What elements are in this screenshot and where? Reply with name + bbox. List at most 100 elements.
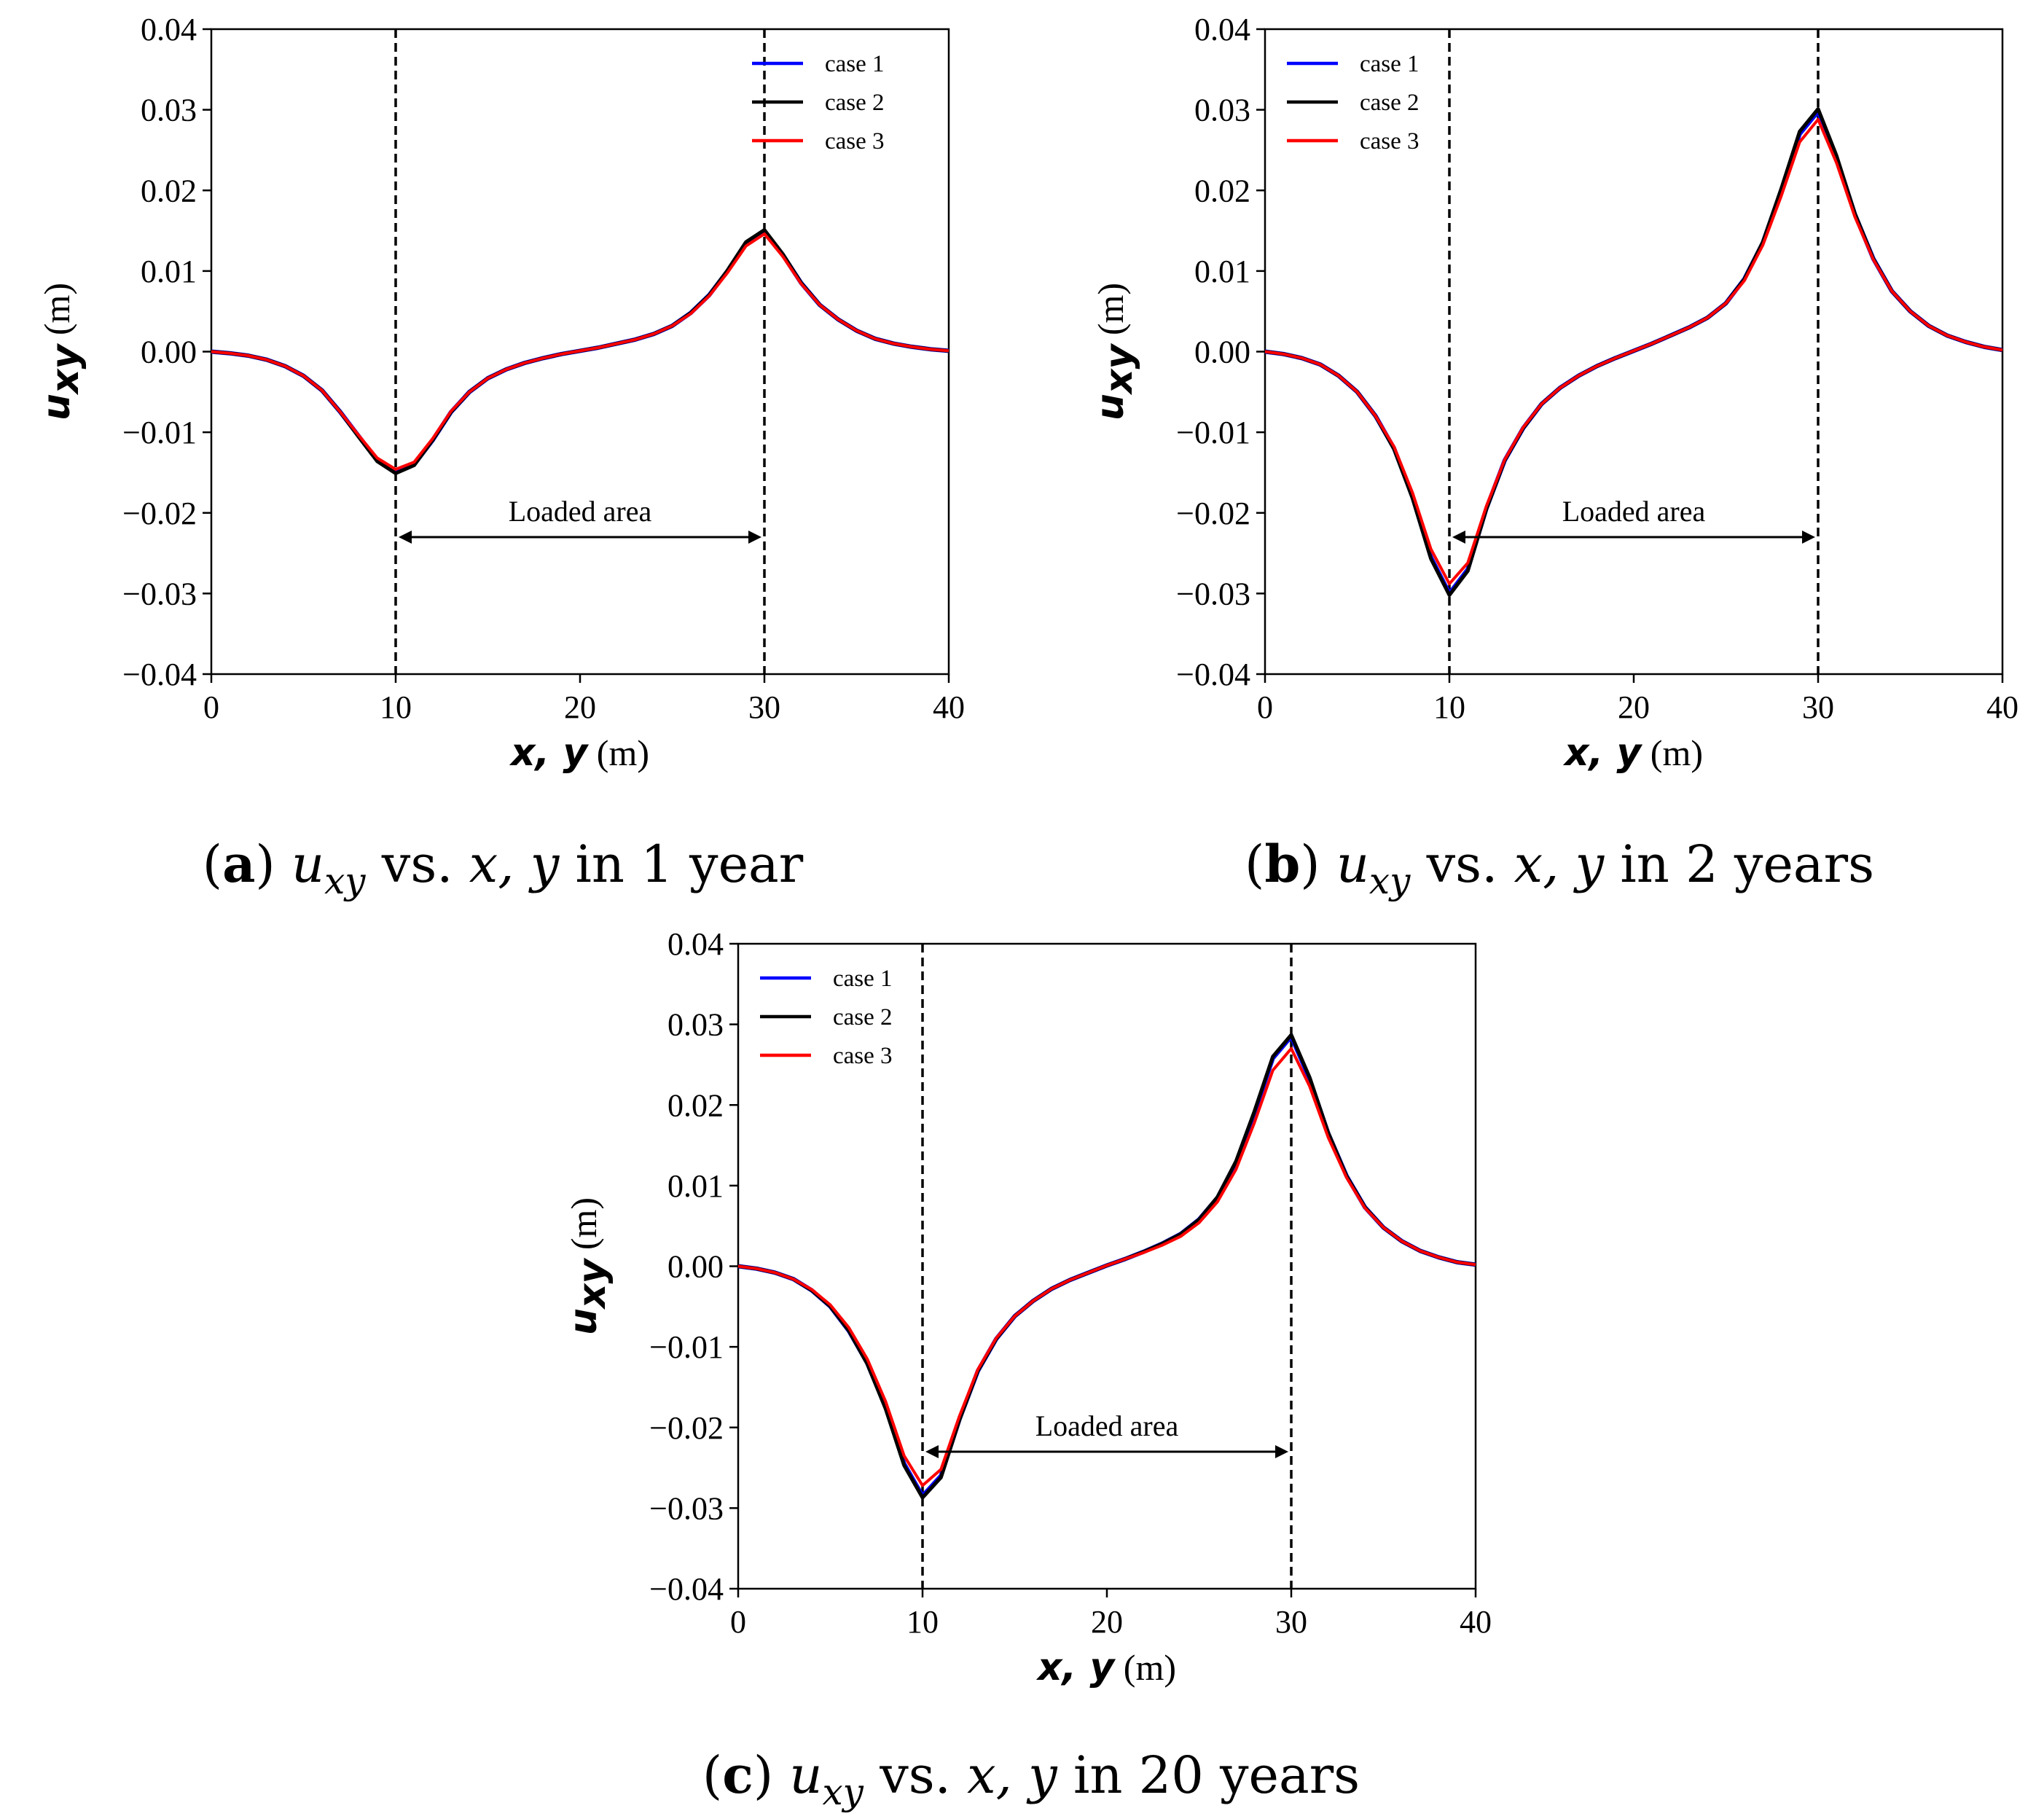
loaded-area-arrowhead-left xyxy=(399,530,412,544)
caption-subscript: xy xyxy=(324,860,366,902)
caption-close-paren: ) xyxy=(753,1745,790,1805)
x-tick-label: 40 xyxy=(1460,1604,1492,1640)
x-axis-label-variable: x, y xyxy=(1562,731,1642,775)
legend-label-case-1: case 1 xyxy=(833,966,893,992)
series-line-case-3 xyxy=(211,232,949,471)
x-tick-label: 40 xyxy=(1986,689,2018,725)
panel-caption: (b) uxy vs. x, y in 2 years xyxy=(1245,834,1874,902)
y-tick-label: 0.04 xyxy=(141,12,197,47)
caption-open-paren: ( xyxy=(203,834,222,894)
caption-variables: x, y xyxy=(1514,834,1605,894)
caption-variables: x, y xyxy=(469,834,560,894)
y-tick-label: 0.02 xyxy=(1194,173,1250,208)
y-axis-label-unit: (m) xyxy=(36,283,77,345)
panel-b: 0 10 20 30 40 0.04 0.03 0.02 0.01 0.00 −0.01 −0.02 −… xyxy=(1089,12,2018,902)
legend-label-case-2: case 2 xyxy=(825,90,885,116)
y-tick-label: −0.01 xyxy=(1176,415,1250,450)
caption-letter: a xyxy=(222,834,255,894)
caption-variable: u xyxy=(789,1745,822,1805)
y-tick-label: 0.00 xyxy=(1194,335,1250,370)
y-tick-label: −0.04 xyxy=(122,657,197,692)
x-tick-label: 0 xyxy=(203,689,219,725)
y-axis-label-variable: u xyxy=(1089,394,1132,420)
caption-variable: u xyxy=(291,834,324,894)
caption-variable: u xyxy=(1336,834,1369,894)
caption-close-paren: ) xyxy=(255,834,291,894)
y-axis-label: uxy (m) xyxy=(562,1197,614,1335)
y-tick-label: −0.04 xyxy=(649,1571,724,1607)
caption-close-paren: ) xyxy=(1300,834,1336,894)
panel-c: 0 10 20 30 40 0.04 0.03 0.02 0.01 0.00 −0.01 −0.02 −… xyxy=(562,926,1492,1813)
legend-label-case-3: case 3 xyxy=(833,1043,893,1069)
panel-caption: (a) uxy vs. x, y in 1 year xyxy=(203,834,804,902)
caption-open-paren: ( xyxy=(1245,834,1264,894)
x-tick-label: 30 xyxy=(1275,1604,1307,1640)
x-axis-label-unit: (m) xyxy=(1641,732,1703,773)
legend-label-case-1: case 1 xyxy=(825,51,885,77)
x-tick-label: 10 xyxy=(907,1604,939,1640)
loaded-area-arrowhead-right xyxy=(1802,530,1815,544)
y-axis-label-unit: (m) xyxy=(563,1197,604,1259)
x-tick-label: 20 xyxy=(1091,1604,1123,1640)
y-tick-label: −0.03 xyxy=(649,1490,724,1526)
legend-label-case-1: case 1 xyxy=(1360,51,1420,77)
x-tick-label: 40 xyxy=(933,689,965,725)
y-tick-label: 0.04 xyxy=(667,926,724,962)
y-tick-label: −0.02 xyxy=(649,1410,724,1446)
caption-subscript: xy xyxy=(1369,860,1411,902)
y-axis-label-variable: u xyxy=(562,1308,606,1335)
y-tick-label: 0.03 xyxy=(141,93,197,128)
x-tick-label: 10 xyxy=(1433,689,1465,725)
y-tick-label: 0.01 xyxy=(141,254,197,289)
caption-tail: in 20 years xyxy=(1057,1745,1360,1805)
y-tick-label: 0.03 xyxy=(1194,93,1250,128)
legend-label-case-3: case 3 xyxy=(825,128,885,154)
y-tick-label: −0.02 xyxy=(1176,496,1250,531)
x-axis-label-unit: (m) xyxy=(587,732,649,773)
x-axis-label-unit: (m) xyxy=(1114,1647,1176,1688)
y-tick-label: 0.03 xyxy=(667,1007,724,1043)
panel-a: 0 10 20 30 40 0.04 0.03 0.02 0.01 0.00 −0.01 −0.02 −… xyxy=(35,12,965,902)
y-axis-label-subscript: xy xyxy=(44,343,87,396)
y-tick-label: 0.02 xyxy=(667,1087,724,1123)
caption-middle: vs. xyxy=(1410,834,1514,894)
loaded-area-arrowhead-right xyxy=(1275,1444,1288,1458)
series-line-case-3 xyxy=(1264,117,2003,586)
caption-tail: in 2 years xyxy=(1604,834,1874,894)
y-tick-label: −0.01 xyxy=(122,415,197,450)
x-tick-label: 30 xyxy=(748,689,780,725)
x-axis-label-variable: x, y xyxy=(509,731,589,775)
x-axis-label: x, y (m) xyxy=(509,731,649,775)
x-axis-label: x, y (m) xyxy=(1562,731,1703,775)
caption-open-paren: ( xyxy=(702,1745,722,1805)
x-tick-label: 0 xyxy=(1257,689,1273,725)
y-axis-label-unit: (m) xyxy=(1090,283,1131,345)
caption-letter: b xyxy=(1264,834,1300,894)
y-tick-label: −0.01 xyxy=(649,1329,724,1365)
x-axis-label: x, y (m) xyxy=(1035,1646,1176,1689)
loaded-area-arrowhead-left xyxy=(925,1444,939,1458)
loaded-area-label: Loaded area xyxy=(509,495,652,528)
y-tick-label: 0.00 xyxy=(141,335,197,370)
y-tick-label: 0.04 xyxy=(1194,12,1250,47)
y-axis-label: uxy (m) xyxy=(1089,283,1141,420)
legend-label-case-2: case 2 xyxy=(1360,90,1420,116)
x-tick-label: 0 xyxy=(730,1604,746,1640)
x-tick-label: 30 xyxy=(1802,689,1834,725)
caption-letter: c xyxy=(722,1745,753,1805)
loaded-area-arrowhead-left xyxy=(1452,530,1465,544)
legend-label-case-2: case 2 xyxy=(833,1004,893,1030)
y-axis-label-subscript: xy xyxy=(1097,343,1141,396)
y-tick-label: −0.03 xyxy=(122,576,197,611)
caption-middle: vs. xyxy=(366,834,469,894)
y-axis-label-subscript: xy xyxy=(571,1258,614,1311)
y-tick-label: 0.01 xyxy=(667,1168,724,1204)
y-tick-label: −0.04 xyxy=(1176,657,1250,692)
y-tick-label: 0.00 xyxy=(667,1249,724,1285)
series-line-case-3 xyxy=(737,1047,1476,1487)
y-axis-label: uxy (m) xyxy=(35,283,87,420)
x-axis-label-variable: x, y xyxy=(1035,1646,1116,1689)
caption-middle: vs. xyxy=(864,1745,967,1805)
